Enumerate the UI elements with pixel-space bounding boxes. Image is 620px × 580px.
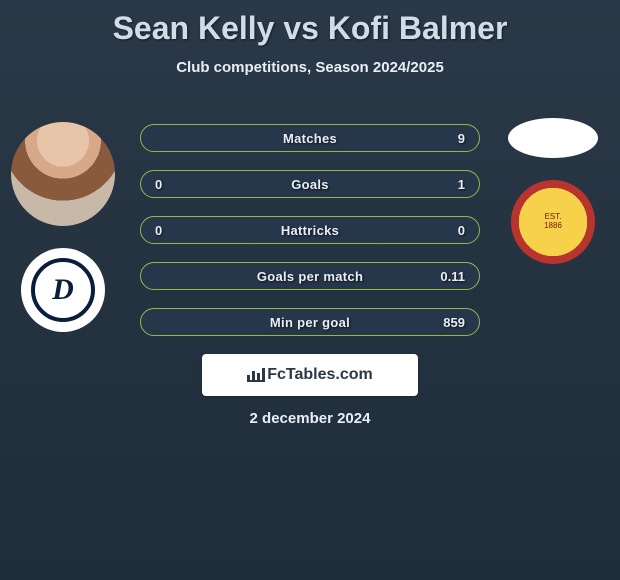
left-club-badge: D	[21, 248, 105, 332]
stat-label: Goals	[205, 177, 415, 192]
bar-chart-icon	[247, 368, 265, 382]
stat-label: Hattricks	[205, 223, 415, 238]
stat-row: Matches 9	[140, 124, 480, 152]
right-player-photo	[508, 118, 598, 158]
right-player-column: EST. 1886	[498, 118, 608, 264]
footer-date: 2 december 2024	[0, 410, 620, 427]
stat-right-value: 9	[415, 131, 465, 146]
stat-label: Goals per match	[205, 269, 415, 284]
comparison-bars: Matches 9 0 Goals 1 0 Hattricks 0 Goals …	[140, 124, 480, 354]
stat-label: Min per goal	[205, 315, 415, 330]
stat-left-value: 0	[155, 223, 205, 238]
stat-row: 0 Hattricks 0	[140, 216, 480, 244]
stat-label: Matches	[205, 131, 415, 146]
fctables-text: FcTables.com	[267, 366, 373, 384]
stat-row: 0 Goals 1	[140, 170, 480, 198]
stat-right-value: 1	[415, 177, 465, 192]
stat-row: Min per goal 859	[140, 308, 480, 336]
page-subtitle: Club competitions, Season 2024/2025	[0, 59, 620, 76]
page-title: Sean Kelly vs Kofi Balmer	[0, 0, 620, 47]
stat-right-value: 0	[415, 223, 465, 238]
fctables-badge: FcTables.com	[202, 354, 418, 396]
dundee-letter: D	[52, 273, 74, 307]
motherwell-est: EST. 1886	[544, 213, 562, 231]
left-player-column: D	[8, 122, 118, 332]
motherwell-est-line2: 1886	[544, 222, 562, 231]
right-club-badge: EST. 1886	[511, 180, 595, 264]
left-player-photo	[11, 122, 115, 226]
stat-left-value: 0	[155, 177, 205, 192]
stat-row: Goals per match 0.11	[140, 262, 480, 290]
stat-right-value: 0.11	[415, 269, 465, 284]
stat-right-value: 859	[415, 315, 465, 330]
